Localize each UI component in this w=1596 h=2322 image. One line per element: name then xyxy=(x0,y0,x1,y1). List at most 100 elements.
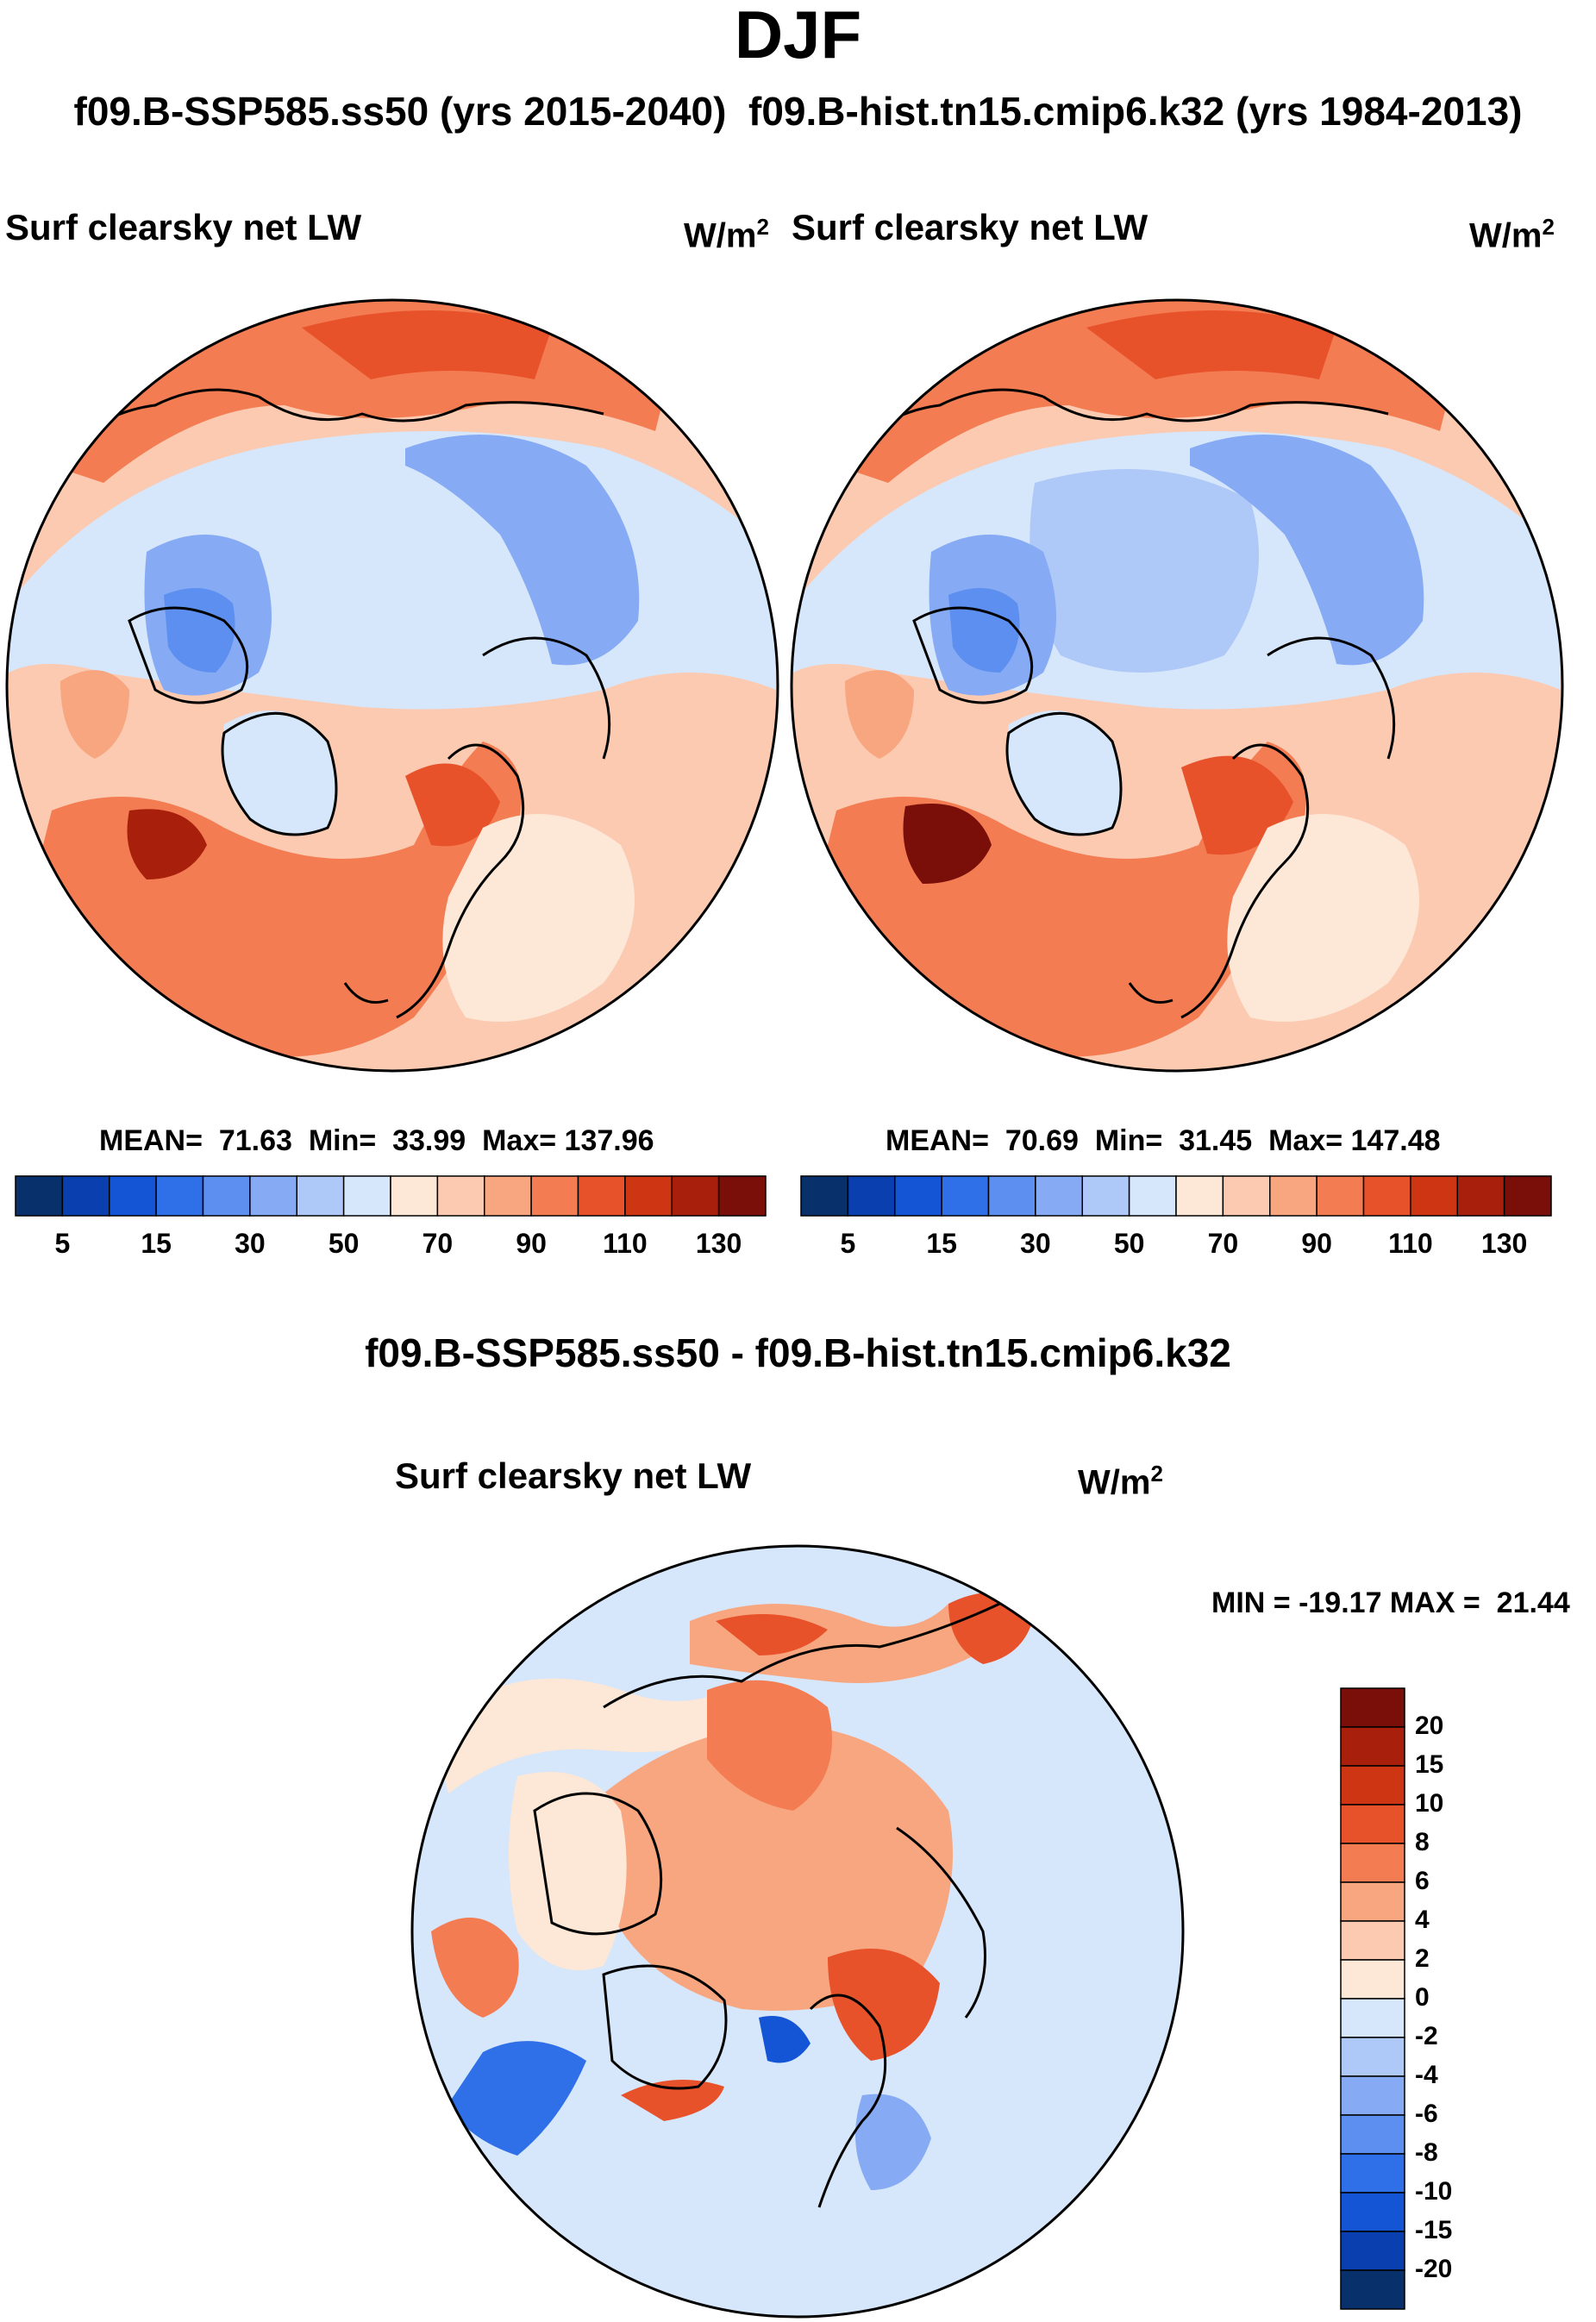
left-field-labrador-max xyxy=(127,809,207,879)
diff-field-labrador-cold xyxy=(448,2041,586,2156)
right-colorbar-box-5 xyxy=(1035,1175,1083,1217)
right-colorbar-box-13 xyxy=(1410,1175,1458,1217)
right-field-siberia-blue xyxy=(1190,435,1424,666)
left-colorbar-box-10 xyxy=(484,1175,532,1217)
right-field-bering xyxy=(1086,310,1336,379)
left-map-border xyxy=(5,298,779,1073)
left-panel-units: W/m2 xyxy=(684,214,769,255)
diff-colorbar-tick-14: -20 xyxy=(1415,2255,1453,2283)
diff-colorbar-tick-6: 2 xyxy=(1415,1944,1430,1973)
right-coast-scandinavia xyxy=(1180,743,1310,1019)
right-field-alaska xyxy=(845,670,914,759)
diff-coastlines xyxy=(533,1593,1018,2208)
diff-colorbar-box-3 xyxy=(1340,1804,1405,1844)
right-coast-2 xyxy=(1042,395,1389,422)
left-field-europe xyxy=(442,814,635,1022)
right-units-exp: 2 xyxy=(1542,214,1555,240)
right-colorbar xyxy=(800,1175,1552,1217)
right-units-base: W/m xyxy=(1469,216,1543,255)
right-colorbar-box-3 xyxy=(941,1175,990,1217)
left-colorbar xyxy=(15,1175,767,1217)
diff-colorbar-box-15 xyxy=(1340,2269,1405,2310)
left-colorbar-box-3 xyxy=(155,1175,204,1217)
left-field-siberia-blue xyxy=(405,435,640,666)
left-colorbar-box-7 xyxy=(342,1175,391,1217)
left-colorbar-box-12 xyxy=(577,1175,626,1217)
left-field-alaska xyxy=(60,670,129,759)
subtitle-right: f09.B-hist.tn15.cmip6.k32 (yrs 1984-2013… xyxy=(748,89,1523,134)
diff-colorbar-tick-5: 4 xyxy=(1415,1906,1430,1934)
diff-field-alaska xyxy=(431,1918,519,2018)
left-colorbar-box-6 xyxy=(296,1175,345,1217)
right-colorbar-box-9 xyxy=(1222,1175,1271,1217)
right-colorbar-box-4 xyxy=(987,1175,1036,1217)
left-field-bering xyxy=(302,310,552,379)
right-colorbar-tick-2: 30 xyxy=(1020,1228,1051,1259)
right-field-greenland xyxy=(1007,710,1121,835)
diff-colorbar-box-5 xyxy=(1340,1881,1405,1922)
right-colorbar-tick-4: 70 xyxy=(1207,1228,1239,1259)
diff-colorbar-box-9 xyxy=(1340,2037,1405,2077)
diff-colorbar-tick-12: -10 xyxy=(1415,2177,1453,2206)
diff-colorbar-tick-2: 10 xyxy=(1415,1789,1444,1818)
diff-panel-units: W/m2 xyxy=(1078,1461,1163,1502)
experiment-subtitle: f09.B-SSP585.ss50 (yrs 2015-2040) f09.B-… xyxy=(0,88,1596,135)
left-coast-britain xyxy=(343,982,389,1004)
right-colorbar-tick-1: 15 xyxy=(926,1228,957,1259)
left-coast-scandinavia xyxy=(396,743,525,1019)
diff-coast-archipelago xyxy=(533,1792,663,1936)
diff-colorbar-tick-4: 6 xyxy=(1415,1867,1430,1895)
left-colorbar-box-14 xyxy=(671,1175,720,1217)
diff-colorbar-box-8 xyxy=(1340,1998,1405,2038)
diff-map-border xyxy=(410,1544,1185,2319)
diff-coast-greenland xyxy=(602,1964,728,2090)
right-field-norwegian xyxy=(1181,755,1293,855)
right-colorbar-box-6 xyxy=(1081,1175,1130,1217)
diff-colorbar-box-11 xyxy=(1340,2114,1405,2155)
diff-coast-1 xyxy=(603,1593,1018,1709)
diff-field-scandinavia xyxy=(855,2094,931,2190)
diff-colorbar-box-6 xyxy=(1340,1920,1405,1961)
diff-map-field xyxy=(412,1546,1183,2317)
diff-colorbar-box-4 xyxy=(1340,1843,1405,1883)
left-colorbar-tick-4: 70 xyxy=(422,1228,454,1259)
left-colorbar-tick-6: 110 xyxy=(603,1228,648,1259)
left-colorbar-tick-0: 5 xyxy=(54,1228,71,1259)
right-coast-britain xyxy=(1128,982,1174,1004)
diff-colorbar-box-12 xyxy=(1340,2153,1405,2194)
season-title: DJF xyxy=(734,0,862,72)
left-colorbar-box-4 xyxy=(202,1175,251,1217)
diff-colorbar-box-10 xyxy=(1340,2075,1405,2116)
diff-units-exp: 2 xyxy=(1150,1461,1163,1486)
left-coast-greenland xyxy=(221,711,338,836)
diff-field-greenland-sea xyxy=(621,2080,724,2121)
right-map-field xyxy=(792,300,1562,1071)
diff-colorbar-box-7 xyxy=(1340,1959,1405,2000)
right-colorbar-box-0 xyxy=(800,1175,849,1217)
diff-colorbar-tick-1: 15 xyxy=(1415,1750,1444,1779)
diff-field-kara xyxy=(828,1949,940,2061)
diff-units-base: W/m xyxy=(1078,1463,1151,1502)
left-colorbar-box-13 xyxy=(624,1175,673,1217)
left-coastlines xyxy=(33,388,611,1019)
right-coast-siberia xyxy=(1267,636,1396,760)
right-coast-archipelago xyxy=(912,606,1034,704)
right-field-central-arctic xyxy=(1030,469,1259,673)
diff-minmax: MIN = -19.17 MAX = 21.44 xyxy=(1211,1587,1570,1619)
right-field-europe xyxy=(1227,814,1419,1022)
diff-field-bering-dark xyxy=(716,1614,828,1655)
diff-colorbar-box-14 xyxy=(1340,2231,1405,2271)
right-colorbar-box-1 xyxy=(847,1175,896,1217)
right-colorbar-tick-7: 130 xyxy=(1480,1228,1528,1259)
right-field-labrador-max xyxy=(903,804,992,884)
diff-colorbar-box-1 xyxy=(1340,1726,1405,1767)
left-panel-title: Surf clearsky net LW xyxy=(5,207,362,247)
left-colorbar-box-11 xyxy=(530,1175,579,1217)
subtitle-left: f09.B-SSP585.ss50 (yrs 2015-2040) xyxy=(73,89,727,134)
left-colorbar-tick-2: 30 xyxy=(235,1228,266,1259)
right-colorbar-tick-3: 50 xyxy=(1113,1228,1145,1259)
left-units-base: W/m xyxy=(684,216,757,255)
diff-field-pacific-warm xyxy=(431,1678,776,1793)
